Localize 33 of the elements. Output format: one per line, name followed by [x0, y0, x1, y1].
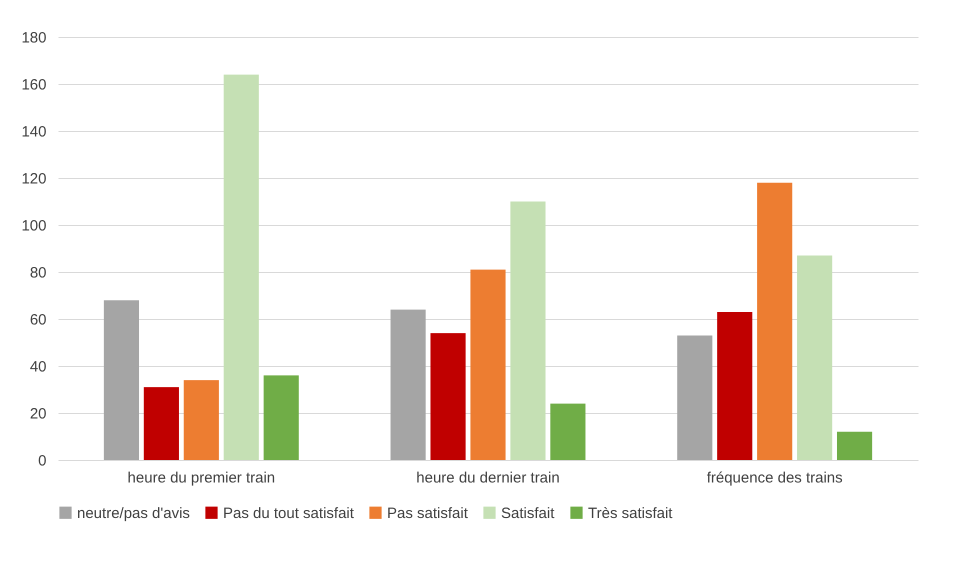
- y-tick-label: 140: [21, 124, 46, 140]
- bar: [430, 333, 466, 460]
- y-tick-label: 160: [21, 76, 46, 94]
- bar: [510, 202, 546, 460]
- bar: [677, 335, 712, 460]
- bar: [104, 300, 140, 460]
- bar: [550, 404, 586, 460]
- bar: [390, 310, 426, 460]
- bar: [144, 387, 179, 460]
- x-tick-label: heure du premier train: [128, 470, 276, 486]
- y-tick-label: 40: [30, 358, 46, 376]
- y-tick-label: 180: [21, 30, 46, 46]
- y-tick-label: 60: [30, 312, 46, 328]
- bar: [797, 256, 832, 460]
- x-tick-label: fréquence des trains: [706, 470, 843, 486]
- y-tick-label: 0: [38, 452, 46, 470]
- x-tick-label: heure du dernier train: [416, 470, 560, 486]
- bar: [184, 380, 219, 460]
- y-tick-label: 120: [21, 170, 46, 188]
- bar: [757, 182, 792, 460]
- legend-label: neutre/pas d'avis: [77, 504, 190, 522]
- y-tick-label: 100: [21, 218, 46, 234]
- bar: [224, 74, 259, 460]
- bar: [836, 432, 872, 460]
- legend-label: Très satisfait: [588, 504, 674, 522]
- bar: [264, 375, 299, 460]
- bar: [470, 270, 506, 460]
- y-tick-label: 80: [30, 264, 46, 282]
- y-tick-label: 20: [30, 406, 46, 422]
- legend-label: Pas du tout satisfait: [223, 504, 355, 522]
- legend-label: Satisfait: [501, 504, 556, 522]
- legend-label: Pas satisfait: [387, 504, 469, 522]
- bar: [717, 312, 752, 460]
